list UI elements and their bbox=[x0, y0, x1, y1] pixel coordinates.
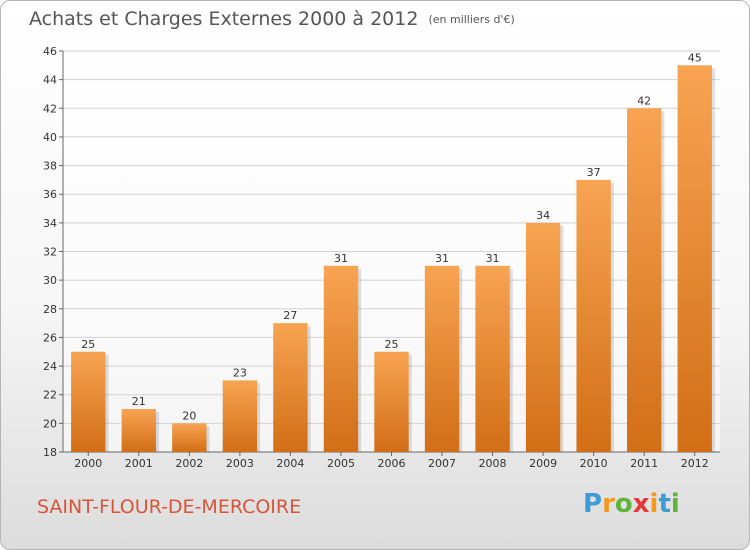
bar bbox=[71, 351, 106, 452]
bar bbox=[576, 179, 611, 452]
y-tick-label: 46 bbox=[43, 45, 57, 58]
value-label: 42 bbox=[637, 94, 651, 107]
x-tick-label: 2000 bbox=[74, 457, 102, 470]
y-tick-label: 24 bbox=[43, 360, 57, 373]
x-tick-label: 2004 bbox=[276, 457, 304, 470]
x-tick-label: 2003 bbox=[226, 457, 254, 470]
y-tick-label: 44 bbox=[43, 74, 57, 87]
bar-layer bbox=[71, 65, 715, 453]
x-tick-label: 2008 bbox=[479, 457, 507, 470]
y-tick-label: 18 bbox=[43, 446, 57, 459]
chart-title-text: Achats et Charges Externes 2000 à 2012 bbox=[29, 8, 419, 30]
x-tick-label: 2001 bbox=[125, 457, 153, 470]
y-tick-label: 22 bbox=[43, 389, 57, 402]
value-label: 37 bbox=[587, 166, 601, 179]
value-label: 31 bbox=[486, 252, 500, 265]
value-label: 25 bbox=[81, 338, 95, 351]
chart-title: Achats et Charges Externes 2000 à 2012 (e… bbox=[29, 8, 515, 30]
value-label: 25 bbox=[385, 338, 399, 351]
bar bbox=[222, 380, 258, 452]
x-tick-label: 2002 bbox=[175, 457, 203, 470]
x-tick-label: 2009 bbox=[529, 457, 557, 470]
label-layer: 2000 25 2001 21 2002 20 2003 23 2004 27 2005 31 2006… bbox=[74, 51, 708, 470]
unit-note: (en milliers d'€) bbox=[428, 13, 515, 26]
value-label: 31 bbox=[435, 252, 449, 265]
y-tick-label: 26 bbox=[43, 331, 57, 344]
y-tick-label: 30 bbox=[43, 274, 57, 287]
bar bbox=[525, 222, 561, 452]
y-tick-label: 28 bbox=[43, 303, 57, 316]
logo-letter: r bbox=[602, 489, 615, 519]
bar bbox=[424, 265, 460, 452]
logo-letter: t bbox=[658, 489, 671, 519]
bar bbox=[172, 423, 207, 452]
value-label: 34 bbox=[536, 209, 550, 222]
bar bbox=[677, 65, 712, 453]
y-tick-label: 32 bbox=[43, 246, 57, 259]
commune-name: SAINT-FLOUR-DE-MERCOIRE bbox=[37, 496, 302, 518]
bar bbox=[323, 265, 359, 452]
value-label: 27 bbox=[283, 309, 297, 322]
proxiti-logo: Proxiti bbox=[583, 489, 680, 519]
value-label: 20 bbox=[182, 409, 196, 422]
x-tick-label: 2005 bbox=[327, 457, 355, 470]
value-label: 21 bbox=[132, 395, 146, 408]
y-tick-label: 34 bbox=[43, 217, 57, 230]
bar bbox=[121, 409, 156, 452]
x-tick-label: 2010 bbox=[580, 457, 608, 470]
bar bbox=[273, 323, 308, 452]
bar bbox=[374, 351, 409, 452]
logo-letter: P bbox=[583, 489, 603, 519]
value-label: 23 bbox=[233, 366, 247, 379]
y-tick-label: 36 bbox=[43, 188, 57, 201]
logo-letter: x bbox=[632, 489, 650, 519]
y-tick-label: 40 bbox=[43, 131, 57, 144]
y-tick-label: 42 bbox=[43, 102, 57, 115]
value-label: 31 bbox=[334, 252, 348, 265]
value-label: 45 bbox=[688, 51, 702, 64]
logo-letter: o bbox=[614, 489, 633, 519]
x-tick-label: 2007 bbox=[428, 457, 456, 470]
x-tick-label: 2006 bbox=[378, 457, 406, 470]
bar bbox=[475, 265, 510, 452]
y-tick-label: 20 bbox=[43, 417, 57, 430]
y-tick-label: 38 bbox=[43, 160, 57, 173]
logo-letter: i bbox=[649, 489, 659, 519]
x-tick-label: 2011 bbox=[630, 457, 658, 470]
bar bbox=[627, 108, 662, 453]
logo-letter: i bbox=[670, 489, 680, 519]
x-tick-label: 2012 bbox=[681, 457, 709, 470]
